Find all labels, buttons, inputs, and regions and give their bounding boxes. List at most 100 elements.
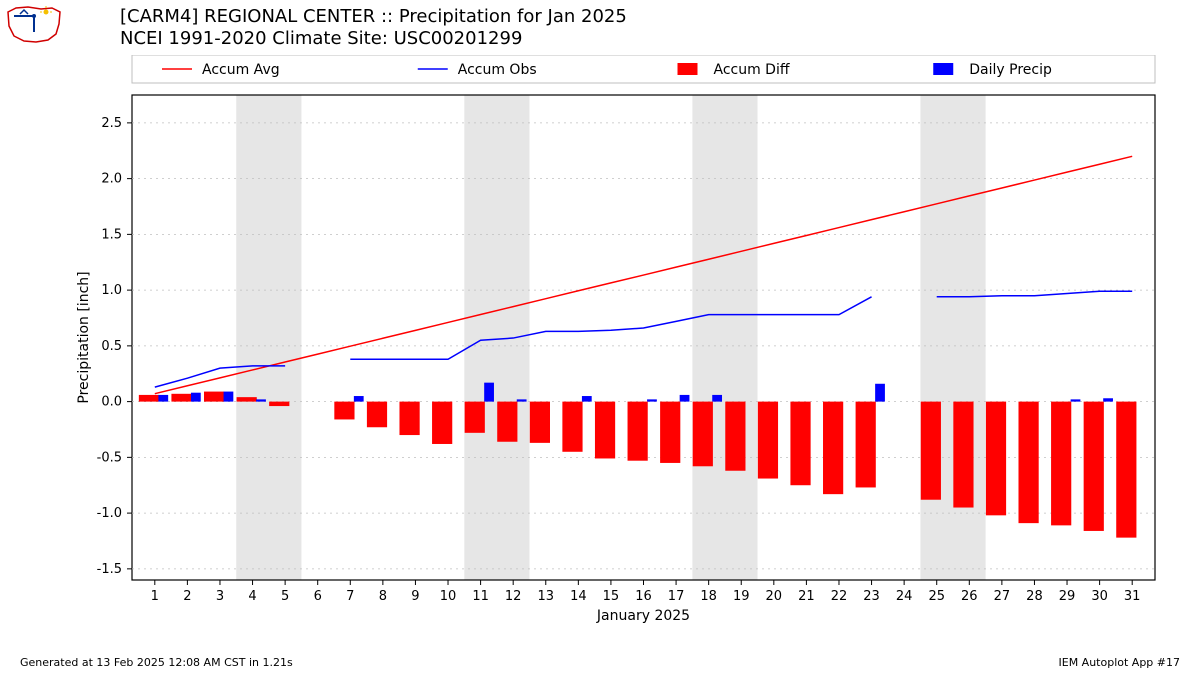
x-axis-label: January 2025 xyxy=(596,608,690,624)
daily-precip-bar xyxy=(875,384,885,402)
legend-label: Accum Diff xyxy=(714,62,790,78)
x-tick-label: 23 xyxy=(863,589,880,604)
accum-diff-bar xyxy=(334,402,354,420)
y-tick-label: 2.0 xyxy=(101,172,122,187)
chart-title-line2: NCEI 1991-2020 Climate Site: USC00201299 xyxy=(120,28,627,50)
accum-diff-bar xyxy=(432,402,452,444)
weekend-shade xyxy=(692,95,757,580)
accum-diff-bar xyxy=(1084,402,1104,531)
daily-precip-bar xyxy=(1071,399,1081,401)
x-tick-label: 30 xyxy=(1091,589,1108,604)
x-tick-label: 9 xyxy=(411,589,419,604)
x-tick-label: 2 xyxy=(183,589,191,604)
x-tick-label: 8 xyxy=(379,589,387,604)
x-tick-label: 31 xyxy=(1124,589,1141,604)
x-tick-label: 28 xyxy=(1026,589,1043,604)
legend-swatch xyxy=(678,63,698,75)
daily-precip-bar xyxy=(256,399,266,401)
y-tick-label: -0.5 xyxy=(97,450,122,465)
x-tick-label: 20 xyxy=(766,589,783,604)
daily-precip-bar xyxy=(712,395,722,402)
accum-diff-bar xyxy=(399,402,419,435)
x-tick-label: 24 xyxy=(896,589,913,604)
accum-diff-bar xyxy=(562,402,582,452)
daily-precip-bar xyxy=(224,392,234,402)
y-tick-label: 2.5 xyxy=(101,116,122,131)
accum-diff-bar xyxy=(171,394,191,402)
x-tick-label: 29 xyxy=(1059,589,1076,604)
x-tick-label: 11 xyxy=(472,589,489,604)
accum-diff-bar xyxy=(953,402,973,508)
x-tick-label: 10 xyxy=(440,589,457,604)
x-tick-label: 6 xyxy=(314,589,322,604)
daily-precip-bar xyxy=(158,395,168,402)
y-tick-label: -1.5 xyxy=(97,562,122,577)
x-tick-label: 18 xyxy=(700,589,717,604)
accum-diff-bar xyxy=(856,402,876,488)
accum-diff-bar xyxy=(725,402,745,471)
x-tick-label: 26 xyxy=(961,589,978,604)
daily-precip-bar xyxy=(191,393,201,402)
weekend-shade xyxy=(236,95,301,580)
x-tick-label: 27 xyxy=(994,589,1011,604)
daily-precip-bar xyxy=(354,396,364,402)
y-tick-label: 0.0 xyxy=(101,395,122,410)
accum-diff-bar xyxy=(693,402,713,467)
x-tick-label: 21 xyxy=(798,589,815,604)
daily-precip-bar xyxy=(517,399,527,401)
accum-diff-bar xyxy=(628,402,648,461)
precipitation-chart: Accum Avg Accum Obs Accum Diff Daily Precip… xyxy=(70,55,1170,630)
x-tick-label: 15 xyxy=(603,589,620,604)
y-axis-label: Precipitation [inch] xyxy=(76,271,92,403)
accum-diff-bar xyxy=(595,402,615,459)
accum-diff-bar xyxy=(758,402,778,479)
accum-diff-bar xyxy=(790,402,810,486)
footer-generated: Generated at 13 Feb 2025 12:08 AM CST in… xyxy=(20,656,293,669)
accum-diff-bar xyxy=(530,402,550,443)
accum-diff-bar xyxy=(823,402,843,495)
accum-obs-line xyxy=(350,297,871,359)
x-tick-label: 7 xyxy=(346,589,354,604)
x-tick-label: 3 xyxy=(216,589,224,604)
legend-label: Accum Avg xyxy=(202,62,280,78)
x-tick-label: 22 xyxy=(831,589,848,604)
daily-precip-bar xyxy=(680,395,690,402)
y-tick-label: 0.5 xyxy=(101,339,122,354)
accum-diff-bar xyxy=(465,402,485,433)
y-tick-label: 1.0 xyxy=(101,283,122,298)
accum-diff-bar xyxy=(986,402,1006,516)
accum-diff-bar xyxy=(921,402,941,500)
iem-logo xyxy=(6,4,62,44)
x-tick-label: 16 xyxy=(635,589,652,604)
accum-diff-bar xyxy=(237,397,257,401)
daily-precip-bar xyxy=(582,396,592,402)
accum-diff-bar xyxy=(269,402,289,406)
y-tick-label: -1.0 xyxy=(97,506,122,521)
daily-precip-bar xyxy=(1103,398,1113,401)
x-tick-label: 1 xyxy=(151,589,159,604)
accum-diff-bar xyxy=(1018,402,1038,524)
x-tick-label: 12 xyxy=(505,589,522,604)
legend-label: Daily Precip xyxy=(969,62,1052,78)
accum-diff-bar xyxy=(367,402,387,428)
accum-diff-bar xyxy=(660,402,680,463)
legend-swatch xyxy=(933,63,953,75)
accum-diff-bar xyxy=(1051,402,1071,526)
accum-diff-bar xyxy=(139,395,159,402)
weekend-shade xyxy=(464,95,529,580)
accum-diff-bar xyxy=(1116,402,1136,538)
chart-title-block: [CARM4] REGIONAL CENTER :: Precipitation… xyxy=(120,6,627,50)
daily-precip-bar xyxy=(647,399,657,401)
accum-diff-bar xyxy=(497,402,517,442)
chart-title-line1: [CARM4] REGIONAL CENTER :: Precipitation… xyxy=(120,6,627,28)
daily-precip-bar xyxy=(484,383,494,402)
footer-app: IEM Autoplot App #17 xyxy=(1059,656,1181,669)
x-tick-label: 5 xyxy=(281,589,289,604)
x-tick-label: 25 xyxy=(928,589,945,604)
legend-label: Accum Obs xyxy=(458,62,537,78)
accum-diff-bar xyxy=(204,392,224,402)
weekend-shade xyxy=(920,95,985,580)
x-tick-label: 14 xyxy=(570,589,587,604)
y-tick-label: 1.5 xyxy=(101,227,122,242)
x-tick-label: 19 xyxy=(733,589,750,604)
